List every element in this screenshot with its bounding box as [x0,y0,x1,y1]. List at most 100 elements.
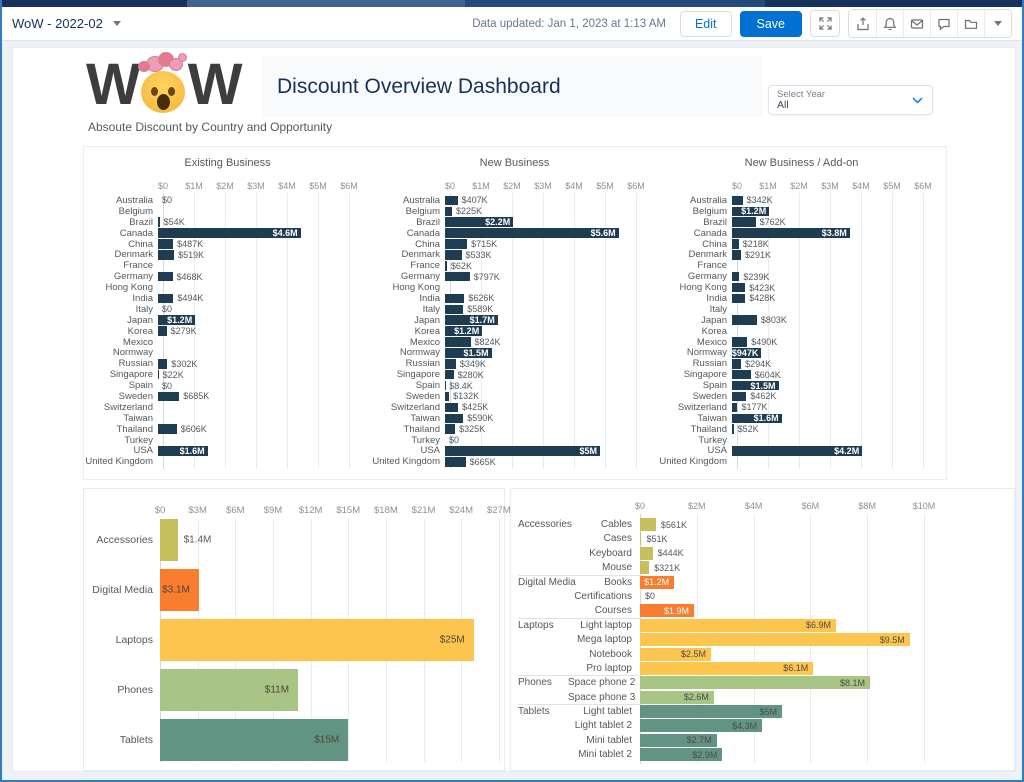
folder-button[interactable] [957,10,984,37]
notifications-button[interactable] [876,10,903,37]
bar-singapore[interactable] [158,369,159,380]
bar-usa[interactable] [732,446,863,456]
bar-germany[interactable] [445,271,470,282]
bar-books[interactable] [640,575,675,589]
bar-korea[interactable] [445,326,483,336]
bar-area: $342K [732,195,941,206]
bar-australia[interactable] [732,195,743,206]
bar-australia[interactable] [445,195,458,206]
bar-sweden[interactable] [158,391,180,402]
bar-tablets[interactable] [160,719,349,761]
country-label: Germany [400,271,440,283]
bar-belgium[interactable] [732,206,770,217]
bar-hong-kong[interactable] [732,282,746,293]
bar-mexico[interactable] [732,337,748,347]
bar-phones[interactable] [160,669,299,711]
share-button[interactable] [849,10,876,37]
bar-united-kingdom[interactable] [445,457,466,467]
bar-russian[interactable] [732,359,742,369]
country-label: United Kingdom [85,456,153,468]
bar-japan[interactable] [445,315,498,325]
bar-brazil[interactable] [445,217,514,227]
bar-usa[interactable] [445,446,600,456]
bar-spain[interactable] [445,380,446,391]
bar-mexico[interactable] [445,337,471,347]
value-label: $824K [474,337,501,348]
expand-button[interactable] [810,10,840,37]
value-label: $279K [170,326,197,337]
bar-mini-tablet[interactable] [640,733,717,747]
email-button[interactable] [903,10,930,37]
bar-india[interactable] [732,293,746,304]
bar-russian[interactable] [445,359,456,369]
bar-cases[interactable] [640,532,642,546]
value-label: $533K [465,249,492,260]
value-label: $1.5M [463,347,489,358]
bar-singapore[interactable] [732,369,751,380]
bar-korea[interactable] [158,326,167,336]
save-button[interactable]: Save [739,10,802,37]
bar-mouse[interactable] [640,561,650,575]
bar-thailand[interactable] [158,424,177,434]
bar-canada[interactable] [732,228,850,238]
bar-space-phone-3[interactable] [640,690,714,704]
bar-accessories[interactable] [160,519,178,561]
bar-area: $0 [445,435,654,445]
bar-canada[interactable] [445,228,619,238]
bar-germany[interactable] [732,271,740,282]
bar-belgium[interactable] [445,206,452,217]
bar-mega-laptop[interactable] [640,633,910,647]
bar-light-laptop[interactable] [640,618,836,632]
bar-normway[interactable] [445,348,492,358]
bar-canada[interactable] [158,228,301,238]
bar-laptops[interactable] [160,619,474,661]
chat-button[interactable] [930,10,957,37]
bar-courses[interactable] [640,604,694,618]
bar-digital-media[interactable] [160,569,199,611]
bar-singapore[interactable] [445,369,454,380]
bar-light-tablet[interactable] [640,705,782,719]
value-label: $468K [176,271,203,282]
bar-brazil[interactable] [158,217,160,227]
bar-brazil[interactable] [732,217,756,227]
bar-light-tablet-2[interactable] [640,719,763,733]
bar-sweden[interactable] [445,391,450,402]
bar-keyboard[interactable] [640,546,653,560]
bar-usa[interactable] [158,446,208,456]
bar-sweden[interactable] [732,391,747,402]
bar-germany[interactable] [158,271,173,282]
bar-russian[interactable] [158,359,168,369]
bar-pro-laptop[interactable] [640,661,814,675]
bar-france[interactable] [445,261,447,271]
bar-japan[interactable] [732,315,757,325]
edit-button[interactable]: Edit [679,10,732,37]
bar-thailand[interactable] [732,424,734,434]
bar-spain[interactable] [732,380,779,391]
value-label: $8.1M [840,677,866,688]
bar-denmark[interactable] [732,250,742,260]
bar-switzerland[interactable] [445,402,459,413]
bar-china[interactable] [445,239,468,249]
bar-normway[interactable] [732,348,762,358]
bar-switzerland[interactable] [732,402,738,413]
bar-india[interactable] [158,293,174,304]
dashboard-name[interactable]: WoW - 2022-02 [12,16,103,31]
year-filter-dropdown[interactable]: Select Year All [768,85,933,115]
bar-mini-tablet-2[interactable] [640,748,723,762]
bar-italy[interactable] [445,304,464,315]
bar-notebook[interactable] [640,647,711,661]
bar-china[interactable] [158,239,174,249]
chart-row: India $626K [371,293,654,304]
bar-denmark[interactable] [445,250,462,260]
bar-thailand[interactable] [445,424,456,434]
bar-china[interactable] [732,239,739,249]
bar-taiwan[interactable] [445,413,464,423]
bar-taiwan[interactable] [732,413,782,423]
bar-japan[interactable] [158,315,196,325]
bar-cables[interactable] [640,518,656,531]
bar-india[interactable] [445,293,465,304]
bar-denmark[interactable] [158,250,175,260]
more-actions-button[interactable] [984,10,1011,37]
bar-space-phone-2[interactable] [640,676,871,690]
dashboard-name-caret-icon[interactable] [112,21,121,26]
